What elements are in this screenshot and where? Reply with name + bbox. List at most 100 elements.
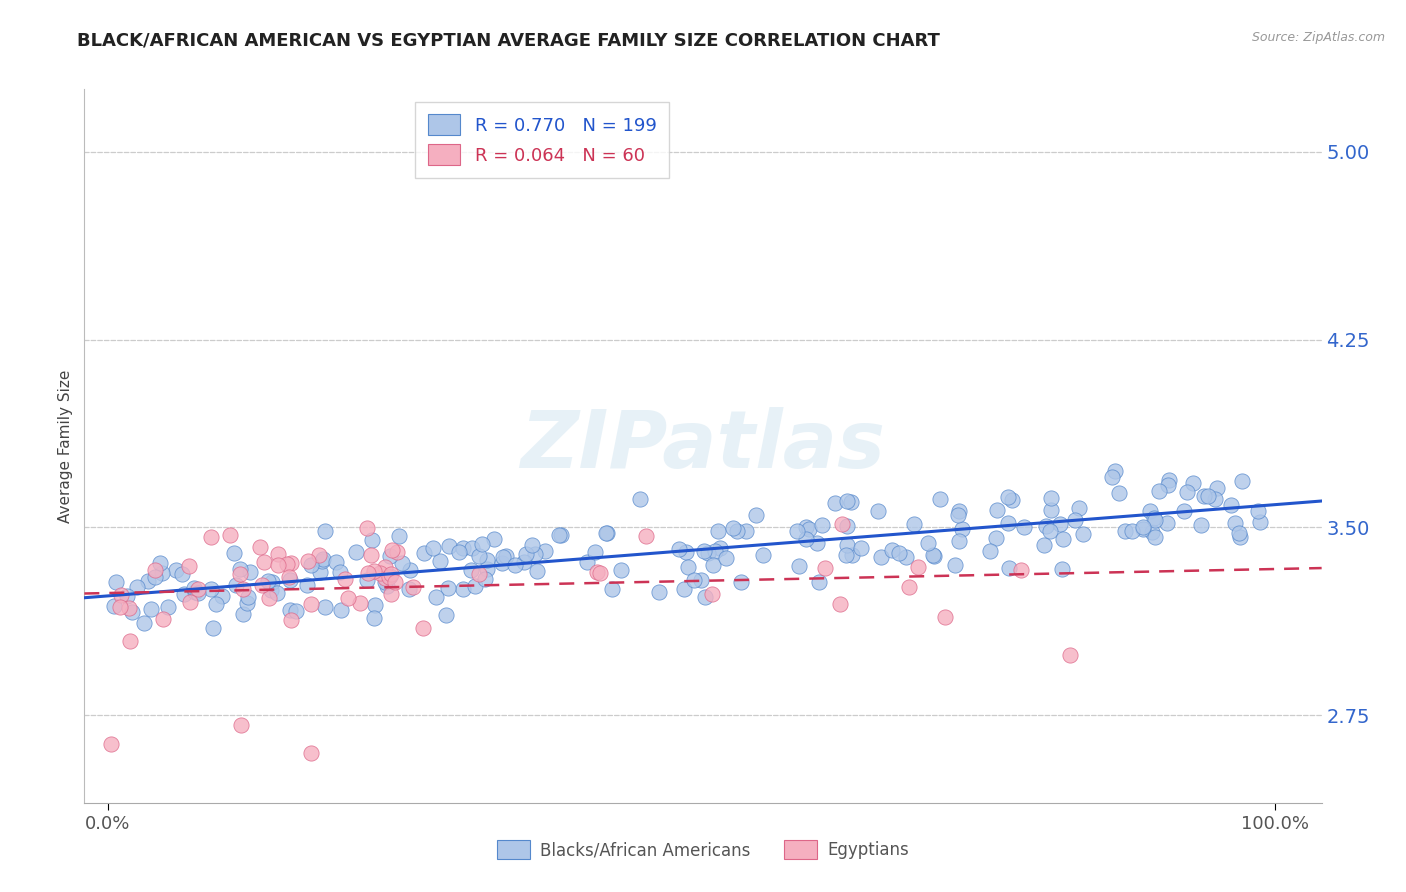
Point xyxy=(152,612,174,626)
Point xyxy=(683,573,706,587)
Point xyxy=(236,597,259,611)
Point xyxy=(280,613,302,627)
Point xyxy=(1121,524,1143,538)
Legend: Blacks/African Americans, Egyptians: Blacks/African Americans, Egyptians xyxy=(491,834,915,866)
Point xyxy=(239,565,262,579)
Point xyxy=(413,546,436,560)
Point xyxy=(309,566,332,580)
Point xyxy=(513,556,536,570)
Point xyxy=(896,550,918,565)
Point xyxy=(104,575,127,590)
Point xyxy=(1010,563,1032,577)
Point xyxy=(329,566,352,580)
Point xyxy=(946,508,969,523)
Point xyxy=(267,548,290,562)
Point xyxy=(477,552,499,566)
Point xyxy=(787,559,810,574)
Point xyxy=(837,494,859,508)
Point xyxy=(1220,499,1243,513)
Point xyxy=(921,548,943,562)
Point xyxy=(676,560,699,574)
Point xyxy=(202,621,225,635)
Point xyxy=(381,542,404,557)
Text: BLACK/AFRICAN AMERICAN VS EGYPTIAN AVERAGE FAMILY SIZE CORRELATION CHART: BLACK/AFRICAN AMERICAN VS EGYPTIAN AVERA… xyxy=(77,31,941,49)
Point xyxy=(730,574,752,589)
Point xyxy=(979,544,1001,558)
Point xyxy=(477,562,499,576)
Point xyxy=(1197,489,1219,503)
Point xyxy=(378,569,401,583)
Point xyxy=(835,548,858,562)
Point xyxy=(806,536,828,550)
Point xyxy=(471,536,494,550)
Point xyxy=(922,549,945,563)
Point xyxy=(398,582,420,596)
Point xyxy=(700,587,723,601)
Point xyxy=(278,573,301,587)
Point xyxy=(299,597,322,611)
Point xyxy=(515,547,537,561)
Point xyxy=(482,533,505,547)
Point xyxy=(799,522,821,536)
Point xyxy=(1229,526,1251,541)
Point xyxy=(929,492,952,507)
Point xyxy=(467,567,489,582)
Point xyxy=(266,586,288,600)
Point xyxy=(1064,513,1087,527)
Point xyxy=(299,558,322,572)
Point xyxy=(250,578,273,592)
Point xyxy=(588,566,610,581)
Point xyxy=(344,545,367,559)
Point xyxy=(1140,524,1163,539)
Point xyxy=(586,565,609,579)
Point xyxy=(948,504,970,518)
Point xyxy=(387,545,409,559)
Point xyxy=(934,610,956,624)
Point xyxy=(505,558,527,572)
Point xyxy=(229,718,252,732)
Point xyxy=(156,600,179,615)
Point xyxy=(295,578,318,592)
Point xyxy=(1052,532,1074,546)
Point xyxy=(200,582,222,597)
Point xyxy=(998,561,1021,575)
Point xyxy=(360,548,382,562)
Point xyxy=(402,580,425,594)
Point xyxy=(398,563,420,577)
Point xyxy=(596,525,619,540)
Point xyxy=(211,589,233,603)
Point xyxy=(870,549,893,564)
Point xyxy=(464,578,486,592)
Point xyxy=(610,563,633,577)
Point xyxy=(752,548,775,562)
Point xyxy=(697,546,720,560)
Point xyxy=(634,528,657,542)
Point xyxy=(1157,477,1180,491)
Point xyxy=(257,574,280,588)
Point xyxy=(374,571,396,585)
Point xyxy=(179,595,201,609)
Point xyxy=(249,541,271,555)
Point xyxy=(695,591,717,605)
Point xyxy=(229,566,252,581)
Point xyxy=(808,575,831,590)
Point xyxy=(149,556,172,570)
Point xyxy=(183,584,205,599)
Point xyxy=(356,574,378,588)
Point xyxy=(1247,504,1270,518)
Point xyxy=(259,583,281,598)
Point xyxy=(1143,530,1166,544)
Point xyxy=(143,570,166,584)
Point xyxy=(1249,516,1271,530)
Point xyxy=(262,574,284,589)
Point xyxy=(259,591,281,605)
Point xyxy=(673,582,696,596)
Point xyxy=(170,567,193,582)
Point xyxy=(115,589,138,603)
Point xyxy=(232,607,254,622)
Point xyxy=(134,616,156,631)
Point xyxy=(709,541,731,556)
Point xyxy=(222,546,245,560)
Point xyxy=(917,536,939,550)
Point xyxy=(841,548,863,562)
